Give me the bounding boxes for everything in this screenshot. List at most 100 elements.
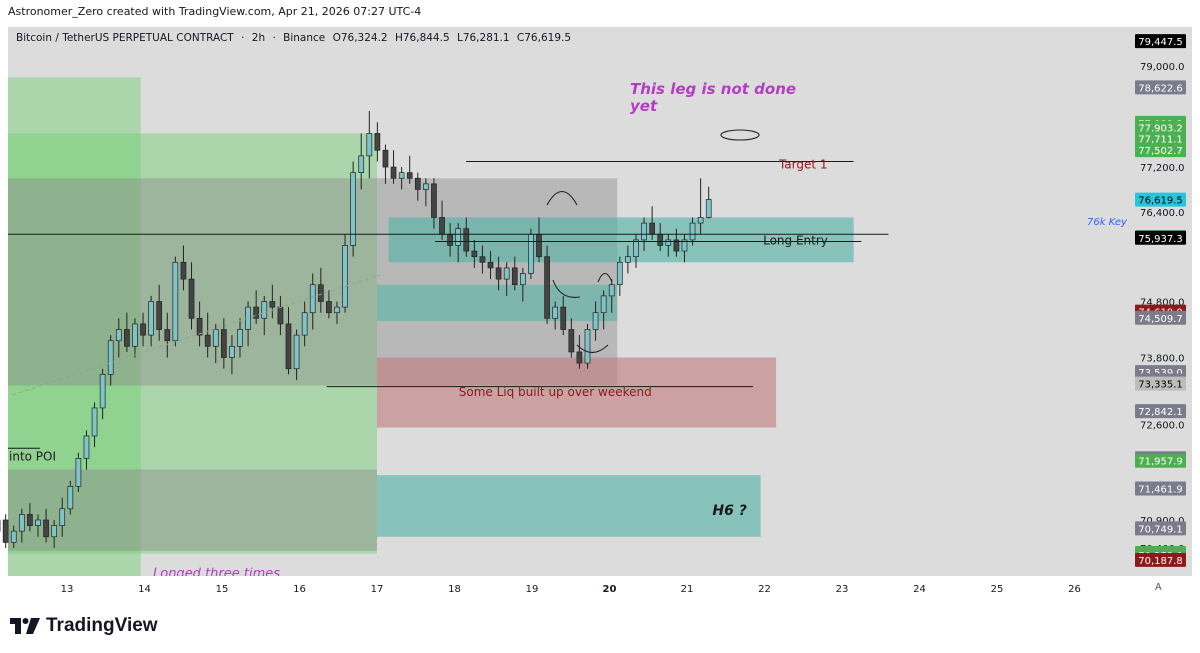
price-label-bg [1135, 376, 1186, 391]
arc-mark-mid[interactable] [597, 272, 613, 283]
symbol-info: Bitcoin / TetherUS PERPETUAL CONTRACT · … [16, 32, 572, 44]
time-tick-label: 17 [371, 584, 384, 595]
candle-body-down [317, 284, 324, 302]
annotation-longed[interactable]: Longed three times [153, 567, 280, 582]
candle-body-up [592, 312, 599, 330]
price-label[interactable]: 72,842.1 [1135, 404, 1186, 419]
candle-body-down [479, 256, 486, 263]
time-tick-label: 13 [61, 584, 74, 595]
candle [237, 318, 243, 358]
annotation-leg-not-done[interactable]: This leg is not done [630, 80, 796, 98]
candle-body-down [431, 183, 437, 218]
candle-body-down [277, 306, 284, 325]
candle [608, 279, 615, 313]
candle [59, 497, 66, 537]
arc-mark-left[interactable] [552, 279, 581, 298]
annotation-target[interactable]: Target 1 [778, 158, 828, 172]
candle [503, 262, 510, 296]
time-tick-label: 26 [1068, 584, 1081, 595]
target-circle-mark[interactable] [720, 129, 760, 141]
candle [35, 514, 41, 537]
price-label[interactable]: 70,749.1 [1135, 521, 1186, 536]
price-tick-label: 76,400.0 [1140, 208, 1185, 219]
candle [600, 290, 607, 330]
arc-mark-top[interactable] [546, 190, 578, 206]
price-label[interactable]: 77,711.1 [1135, 131, 1186, 146]
candle-body-up [625, 256, 631, 263]
ohlc-high: H76,844.5 [394, 32, 450, 44]
price-label[interactable]: 71,461.9 [1135, 481, 1186, 496]
auto-scale-button[interactable]: A [1155, 582, 1162, 593]
candle-body-up [342, 245, 348, 308]
price-label-text: 71,461.9 [1138, 485, 1183, 496]
time-tick-label: 19 [526, 584, 539, 595]
price-label[interactable]: 78,622.6 [1135, 80, 1186, 95]
price-label-bg [1135, 453, 1186, 468]
price-label-text: 74,509.7 [1138, 314, 1183, 325]
candle [625, 245, 631, 274]
candle [269, 284, 276, 319]
price-label[interactable]: 77,502.7 [1135, 143, 1186, 158]
price-label[interactable]: 77,903.2 [1135, 120, 1186, 135]
time-scale[interactable] [8, 576, 1192, 600]
candle [584, 323, 591, 369]
candle-body-up [132, 323, 138, 347]
candle [196, 301, 203, 347]
gray-zone-lower[interactable] [8, 469, 377, 551]
price-label[interactable]: 74,509.7 [1135, 310, 1186, 325]
candle [463, 217, 470, 257]
teal-zone-mid[interactable] [377, 284, 618, 322]
annotation-liq[interactable]: Some Liq built up over weekend [459, 385, 652, 399]
candle-body-up [148, 301, 154, 336]
candle [665, 234, 672, 257]
candle-body-down [390, 166, 397, 179]
price-label[interactable]: 71,957.9 [1135, 453, 1186, 468]
annotation-long-entry[interactable]: Long Entry [763, 233, 828, 247]
price-label[interactable]: 75,937.3 [1135, 230, 1186, 245]
price-label[interactable]: 73,335.1 [1135, 376, 1186, 391]
candle-body-up [552, 306, 559, 319]
candle [592, 301, 599, 341]
price-label[interactable]: 70,187.8 [1135, 552, 1186, 567]
candle [382, 144, 389, 184]
annotation-poi[interactable]: into POI [9, 450, 56, 464]
candle-body-up [115, 329, 122, 342]
chart-credit: Astronomer_Zero created with TradingView… [8, 5, 422, 18]
candle-body-down [568, 329, 575, 353]
annotation-leg-not-done-2[interactable]: yet [630, 97, 658, 115]
candle-body-up [600, 295, 607, 314]
candle-body-up [633, 239, 639, 258]
green-zone-wide[interactable] [8, 133, 377, 554]
candle [132, 318, 138, 358]
arc-mark-bottom[interactable] [576, 344, 609, 354]
teal-zone-h6[interactable] [377, 475, 761, 537]
annotation-76k-key[interactable]: 76k Key [1087, 217, 1128, 228]
time-tick-label: 21 [681, 584, 694, 595]
candle-body-up [705, 199, 712, 218]
trend-dashed-line[interactable] [11, 274, 381, 396]
candle-body-down [576, 351, 583, 364]
tradingview-brand[interactable]: TradingView [10, 615, 158, 637]
symbol-exchange: Binance [283, 32, 326, 44]
price-label-bg [1135, 80, 1186, 95]
price-label[interactable]: 79,447.5 [1135, 34, 1186, 49]
candle [18, 508, 25, 543]
candle-body-up [398, 172, 405, 179]
price-label[interactable]: 76,619.5 [1135, 192, 1186, 207]
price-label-text: 70,187.8 [1138, 556, 1183, 567]
candle-body-up [366, 133, 373, 157]
annotation-h6[interactable]: H6 ? [712, 503, 746, 519]
candle-body-up [172, 261, 179, 342]
candle-body-down [156, 301, 163, 330]
candle-body-up [91, 407, 98, 437]
price-label-bg [1135, 192, 1186, 207]
candle-body-up [616, 261, 623, 286]
time-tick-label: 23 [836, 584, 849, 595]
price-label-text: 78,622.6 [1138, 83, 1183, 94]
candle [350, 161, 356, 257]
time-tick-label: 15 [216, 584, 229, 595]
candle [156, 284, 163, 341]
candle-body-down [414, 177, 421, 190]
red-zone-liq[interactable] [377, 357, 777, 428]
